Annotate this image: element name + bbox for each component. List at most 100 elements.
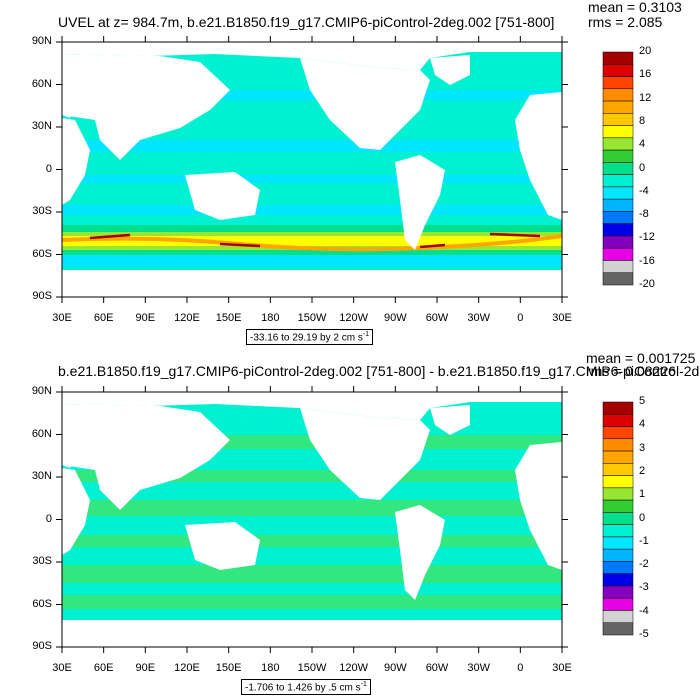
top-colorbar-label: -8 [639, 208, 649, 221]
bottom-lat-label: 90S [32, 640, 52, 652]
top-lon-label: 90E [135, 312, 156, 324]
top-colorbar-swatch [602, 88, 634, 102]
bottom-range-sup: -1 [360, 681, 367, 688]
top-lon-label: 0 [517, 312, 524, 324]
bottom-mean: mean = 0.001725 [586, 350, 696, 366]
bottom-colorbar-label: 5 [639, 395, 646, 407]
top-lon-label: 120W [339, 312, 369, 324]
north-america-land [300, 58, 430, 150]
bottom-panel: b.e21.B1850.f19_g17.CMIP6-piControl-2deg… [0, 350, 700, 700]
top-colorbar-swatch [602, 260, 634, 273]
africa-east-land [62, 468, 90, 555]
top-band [62, 90, 562, 100]
bottom-colorbar-swatch [602, 512, 634, 525]
top-colorbar-swatch [602, 137, 634, 151]
bottom-lat-label: 90N [31, 385, 52, 397]
top-map [62, 42, 562, 297]
top-range-box: -33.16 to 29.19 by 2 cm s-1 [246, 329, 374, 346]
top-colorbar-label: 0 [639, 161, 646, 174]
bottom-map [62, 392, 562, 647]
top-lon-label: 120E [174, 312, 200, 324]
bottom-lon-label: 120E [174, 662, 200, 674]
bottom-band [62, 565, 562, 583]
top-colorbar-swatch [602, 76, 634, 90]
top-lat-label: 90N [31, 35, 52, 47]
top-colorbar-swatch [602, 51, 634, 65]
bottom-colorbar-label: 0 [639, 511, 646, 524]
bottom-colorbar-swatch [602, 597, 634, 611]
top-colorbar-swatch [602, 223, 634, 237]
top-colorbar-label: -12 [639, 231, 655, 244]
top-colorbar-swatch [602, 211, 634, 224]
bottom-lon-label: 30E [552, 662, 572, 674]
bottom-colorbar-swatch [602, 475, 634, 489]
top-lon-label: 180 [261, 312, 280, 324]
australia-land [185, 172, 260, 220]
top-colorbar-label: -4 [639, 184, 649, 197]
top-colorbar-swatch [602, 100, 634, 114]
top-colorbar-label: 12 [639, 91, 652, 104]
bottom-colorbar-label: -2 [639, 558, 649, 571]
bottom-colorbar-label: -3 [639, 581, 649, 594]
antarctica-land [62, 620, 562, 647]
top-lat-label: 60S [32, 247, 52, 260]
top-colorbar-label: -20 [639, 278, 655, 290]
bottom-lon-label: 30W [467, 662, 490, 674]
top-lon-label: 30E [52, 312, 72, 324]
south-america-land [395, 155, 445, 250]
bottom-colorbar-swatch [602, 524, 634, 538]
top-lon-label: 30E [552, 312, 572, 324]
top-lon-label: 150W [297, 312, 327, 324]
bottom-colorbar-swatch [602, 499, 634, 513]
bottom-colorbar-swatch [602, 414, 634, 427]
top-acc-band [62, 236, 562, 246]
top-colorbar-swatch [602, 272, 634, 286]
bottom-colorbar-swatch [602, 622, 634, 636]
bottom-colorbar-label: -4 [639, 604, 649, 617]
bottom-lon-label: 150W [297, 662, 327, 674]
bottom-band [62, 500, 562, 516]
top-colorbar-label: 8 [639, 114, 646, 127]
top-acc-jet [62, 234, 562, 252]
top-colorbar-label: 4 [639, 138, 646, 151]
bottom-colorbar-swatch [602, 536, 634, 550]
top-colorbar-label: 16 [639, 68, 652, 81]
bottom-colorbar [602, 401, 634, 636]
bottom-map-svg [56, 386, 634, 653]
top-lon-label: 90W [384, 312, 407, 324]
top-lat-label: 0 [45, 162, 52, 175]
bottom-lon-label: 90W [384, 662, 407, 674]
bottom-band [62, 595, 562, 609]
top-band [62, 205, 562, 215]
bottom-colorbar-label: 3 [639, 441, 646, 454]
bottom-lon-label: 150E [215, 662, 242, 674]
top-mean: mean = 0.3103 [588, 0, 682, 15]
top-rms: rms = 2.085 [588, 14, 663, 30]
top-band [62, 255, 562, 267]
top-colorbar-swatch [602, 174, 634, 188]
bottom-colorbar-label: 1 [639, 488, 646, 501]
south-america-land [395, 505, 445, 600]
top-colorbar-swatch [602, 113, 634, 126]
bottom-lon-label: 60W [425, 662, 449, 674]
greenland-land [430, 55, 470, 85]
top-title: UVEL at z= 984.7m, b.e21.B1850.f19_g17.C… [58, 14, 555, 30]
bottom-range-text: -1.706 to 1.426 by .5 cm s [245, 682, 361, 694]
bottom-colorbar-swatch [602, 438, 634, 452]
bottom-colorbar-label: -1 [639, 534, 649, 547]
bottom-colorbar-swatch [602, 561, 634, 574]
top-colorbar-label: 20 [639, 45, 652, 57]
africa-land [515, 442, 562, 570]
bottom-band [62, 535, 562, 547]
top-colorbar-swatch [602, 186, 634, 200]
bottom-lat-label: 60S [32, 597, 52, 610]
africa-land [515, 92, 562, 220]
bottom-lat-label: 30S [32, 555, 52, 567]
bottom-land [62, 392, 562, 647]
bottom-lat-label: 60N [31, 427, 52, 440]
bottom-lon-label: 60E [93, 662, 114, 674]
bottom-colorbar-swatch [602, 610, 634, 623]
europe-land [62, 404, 110, 468]
top-colorbar-swatch [602, 247, 634, 261]
bottom-colorbar-swatch [602, 463, 634, 476]
